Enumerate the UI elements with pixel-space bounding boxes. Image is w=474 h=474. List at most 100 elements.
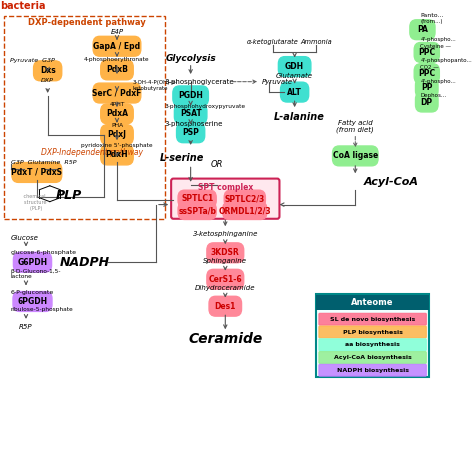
FancyBboxPatch shape [224, 190, 265, 208]
Text: Panto...: Panto... [420, 13, 444, 18]
Text: DXP: DXP [41, 78, 54, 83]
Text: PSP: PSP [182, 128, 199, 137]
Text: CoA ligase: CoA ligase [333, 151, 378, 160]
Text: Pyruvate  G3P: Pyruvate G3P [10, 58, 55, 63]
Text: DXP-dependent pathway: DXP-dependent pathway [28, 18, 146, 27]
FancyBboxPatch shape [416, 78, 438, 98]
Text: PPC: PPC [418, 48, 435, 57]
Text: Ammonia: Ammonia [301, 38, 332, 45]
Text: 4'-phospho...: 4'-phospho... [420, 79, 456, 84]
Text: NADPH: NADPH [59, 256, 109, 269]
FancyBboxPatch shape [319, 352, 426, 364]
Text: PP: PP [421, 83, 432, 92]
FancyBboxPatch shape [34, 61, 62, 81]
FancyBboxPatch shape [12, 163, 62, 182]
FancyBboxPatch shape [178, 202, 216, 219]
FancyBboxPatch shape [319, 339, 426, 351]
Text: E4P: E4P [110, 29, 124, 35]
FancyBboxPatch shape [316, 294, 429, 377]
Text: L-serine: L-serine [160, 153, 204, 163]
Text: ssSPTa/b: ssSPTa/b [178, 206, 216, 215]
Text: PdxJ: PdxJ [108, 130, 127, 139]
Text: ribulose-5-phosphate: ribulose-5-phosphate [11, 307, 73, 312]
Text: Glucose: Glucose [11, 235, 39, 241]
Text: PA: PA [417, 25, 428, 34]
Text: 3-phosphoglycerate: 3-phosphoglycerate [164, 79, 234, 85]
Text: 3-ketosphinganine: 3-ketosphinganine [192, 231, 258, 237]
FancyBboxPatch shape [101, 125, 133, 145]
Text: OR: OR [210, 160, 223, 169]
FancyBboxPatch shape [209, 296, 242, 316]
Text: SerC / PdxF: SerC / PdxF [92, 89, 142, 98]
Text: Fatty acid
(from diet): Fatty acid (from diet) [337, 120, 374, 134]
FancyBboxPatch shape [333, 146, 378, 166]
FancyBboxPatch shape [101, 60, 133, 80]
FancyBboxPatch shape [207, 243, 244, 263]
Text: PHA: PHA [111, 123, 123, 128]
Text: 4PHT: 4PHT [109, 102, 125, 107]
Text: Dihydroceramide: Dihydroceramide [195, 285, 255, 291]
Text: NADPH biosynthesis: NADPH biosynthesis [337, 368, 409, 373]
Text: 6-P-gluconate: 6-P-gluconate [11, 290, 54, 294]
FancyBboxPatch shape [174, 104, 207, 124]
Text: aa biosynthesis: aa biosynthesis [345, 343, 400, 347]
Text: SPT complex: SPT complex [198, 182, 253, 191]
Text: PGDH: PGDH [178, 91, 203, 100]
Text: PPC: PPC [418, 69, 435, 78]
Text: Des1: Des1 [215, 302, 236, 311]
Text: β-D-Glucono-1,5-: β-D-Glucono-1,5- [11, 269, 61, 274]
FancyBboxPatch shape [101, 104, 133, 124]
Text: PSAT: PSAT [180, 109, 201, 118]
Text: Cysteine —: Cysteine — [420, 44, 451, 49]
FancyBboxPatch shape [173, 86, 209, 106]
Text: G6PDH: G6PDH [18, 258, 47, 267]
FancyBboxPatch shape [93, 83, 141, 103]
FancyBboxPatch shape [281, 82, 309, 102]
Text: CerS1-6: CerS1-6 [209, 275, 242, 284]
Text: PdxT / PdxS: PdxT / PdxS [11, 168, 62, 177]
Text: ALT: ALT [287, 88, 302, 97]
Text: 4'-phosphopanto...: 4'-phosphopanto... [420, 58, 472, 63]
FancyBboxPatch shape [319, 326, 426, 338]
Text: 3-phosphoserine: 3-phosphoserine [164, 121, 223, 127]
Text: PdxH: PdxH [106, 150, 128, 159]
Text: Dxs: Dxs [40, 66, 55, 75]
FancyBboxPatch shape [93, 36, 141, 56]
Text: α-ketoglutarate: α-ketoglutarate [247, 38, 299, 45]
Text: GapA / Epd: GapA / Epd [93, 42, 141, 51]
Text: (from...): (from...) [420, 18, 443, 24]
FancyBboxPatch shape [278, 57, 311, 76]
Text: R5P: R5P [19, 325, 33, 330]
Text: PLP: PLP [56, 189, 82, 201]
Text: L-alanine: L-alanine [273, 112, 324, 122]
Text: DP: DP [421, 98, 433, 107]
FancyBboxPatch shape [319, 365, 426, 376]
Text: PLP biosynthesis: PLP biosynthesis [343, 330, 402, 335]
Text: chemical
      structure
        (PLP): chemical structure (PLP) [15, 194, 46, 210]
Text: 3-OH-4-P(OH)-α-: 3-OH-4-P(OH)-α- [132, 80, 177, 85]
Text: 4'-phospho...: 4'-phospho... [420, 36, 456, 42]
Text: Anteome: Anteome [351, 298, 394, 307]
Text: 3-phosphohydroxypyruvate: 3-phosphohydroxypyruvate [164, 104, 246, 109]
Text: Acyl-CoA: Acyl-CoA [364, 177, 419, 187]
Text: Glycolysis: Glycolysis [165, 54, 216, 63]
Text: PdxA: PdxA [106, 109, 128, 118]
Text: DXP-Independent pathway: DXP-Independent pathway [41, 148, 143, 157]
Text: lactone: lactone [11, 274, 33, 279]
FancyBboxPatch shape [414, 43, 439, 62]
Text: Glutamate: Glutamate [276, 73, 313, 79]
Text: pyridoxine 5'-phosphate: pyridoxine 5'-phosphate [81, 143, 153, 148]
FancyBboxPatch shape [207, 269, 244, 289]
Text: CO2 —: CO2 — [420, 65, 439, 70]
FancyBboxPatch shape [171, 179, 280, 219]
Text: Acyl-CoA biosynthesis: Acyl-CoA biosynthesis [334, 355, 411, 360]
FancyBboxPatch shape [414, 64, 439, 83]
Text: Sphinganine: Sphinganine [203, 258, 247, 264]
Text: G3P  Glutamine  R5P: G3P Glutamine R5P [11, 160, 76, 164]
Text: Ceramide: Ceramide [188, 332, 263, 346]
Text: bacteria: bacteria [0, 1, 46, 11]
FancyBboxPatch shape [101, 145, 133, 165]
Text: 3KDSR: 3KDSR [211, 248, 240, 257]
FancyBboxPatch shape [410, 20, 435, 40]
FancyBboxPatch shape [319, 313, 426, 325]
